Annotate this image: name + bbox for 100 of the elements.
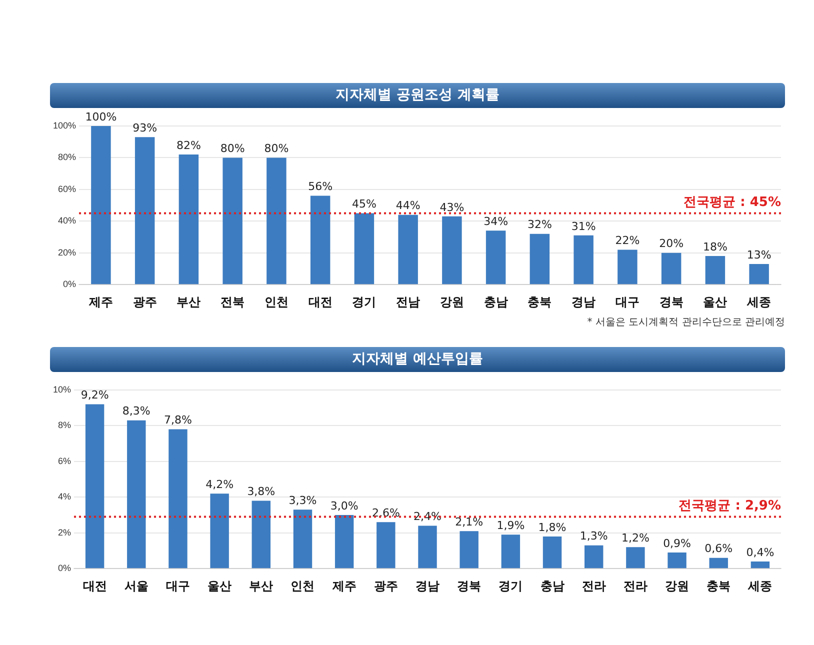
data-label: 44%	[396, 199, 420, 212]
data-label: 0,9%	[663, 536, 692, 550]
x-tick-label: 충남	[540, 579, 564, 594]
x-tick-label: 강원	[665, 579, 690, 594]
x-tick-label: 제주	[88, 295, 113, 310]
x-tick-label: 울산	[703, 295, 728, 310]
bar	[705, 256, 726, 284]
bar	[668, 552, 686, 568]
data-label: 0,4%	[746, 546, 774, 559]
x-tick-label: 제주	[331, 579, 356, 594]
data-label: 34%	[484, 215, 508, 228]
y-tick-label: 8%	[58, 420, 72, 430]
x-tick-label: 울산	[208, 579, 232, 594]
y-tick-label: 60%	[58, 184, 76, 194]
x-tick-label: 세종	[746, 295, 772, 310]
x-tick-label: 경기	[498, 579, 523, 594]
bar	[127, 420, 146, 568]
data-label: 7,8%	[164, 414, 192, 427]
data-label: 9,2%	[80, 388, 109, 402]
x-tick-label: 부산	[176, 295, 201, 310]
x-tick-label: 경기	[352, 295, 376, 310]
y-tick-label: 40%	[58, 216, 76, 226]
x-tick-label: 광주	[132, 295, 157, 310]
x-tick-label: 광주	[374, 579, 398, 594]
x-tick-label: 서울	[124, 579, 148, 594]
bar	[749, 264, 769, 284]
data-label: 20%	[659, 237, 684, 250]
data-label: 82%	[176, 138, 201, 152]
x-tick-label: 충북	[706, 579, 731, 594]
bar	[91, 126, 111, 284]
data-label: 3,3%	[288, 494, 317, 508]
data-label: 18%	[702, 240, 728, 254]
data-label: 32%	[527, 218, 552, 232]
x-tick-label: 전라	[623, 579, 648, 594]
bar	[626, 547, 645, 568]
data-label: 2,6%	[372, 506, 400, 520]
y-tick-label: 20%	[58, 247, 76, 258]
y-tick-label: 0%	[63, 279, 76, 290]
data-label: 100%	[85, 110, 117, 124]
y-tick-label: 0%	[58, 563, 72, 574]
data-label: 45%	[352, 198, 376, 211]
x-tick-label: 대전	[82, 579, 107, 594]
bar	[178, 154, 199, 284]
y-tick-label: 2%	[58, 527, 72, 538]
x-tick-label: 강원	[440, 295, 464, 310]
bar	[310, 196, 330, 284]
data-label: 80%	[220, 142, 245, 156]
x-tick-label: 부산	[249, 579, 274, 594]
bar	[709, 558, 728, 568]
bar	[266, 158, 286, 284]
x-tick-label: 경남	[416, 579, 440, 594]
x-tick-label: 충북	[528, 295, 552, 310]
x-tick-label: 인천	[290, 579, 315, 594]
bar	[530, 234, 550, 284]
data-label: 22%	[615, 234, 640, 248]
data-label: 56%	[308, 180, 333, 194]
bar	[542, 536, 562, 568]
bar	[293, 510, 312, 568]
data-label: 3,0%	[330, 499, 358, 512]
data-label: 8,3%	[122, 404, 150, 418]
data-label: 3,8%	[247, 485, 276, 498]
bar	[418, 526, 437, 568]
data-label: 1,8%	[538, 520, 566, 534]
x-tick-label: 경남	[572, 295, 596, 310]
text: * 서울은 도시계획적 관리수단으로 관리예정	[586, 316, 785, 329]
bar	[584, 545, 604, 568]
data-label: 93%	[132, 121, 158, 134]
x-tick-label: 인천	[264, 295, 288, 310]
data-label: 1,9%	[496, 519, 525, 532]
bar	[252, 500, 271, 568]
bar	[334, 515, 354, 568]
y-tick-label: 10%	[53, 384, 72, 394]
x-tick-label: 대전	[308, 295, 332, 310]
bar	[618, 250, 638, 284]
chart-title: 지자체별 공원조성 계획률	[50, 83, 785, 108]
bar	[574, 235, 594, 284]
x-tick-label: 경북	[659, 295, 684, 310]
data-label: 1,3%	[580, 530, 608, 543]
bar	[168, 429, 188, 568]
x-tick-label: 경북	[457, 579, 482, 594]
bar	[85, 404, 104, 568]
bar	[398, 214, 418, 284]
data-label: 13%	[746, 248, 772, 262]
y-tick-label: 80%	[58, 152, 76, 162]
bar	[376, 522, 396, 568]
y-tick-label: 6%	[58, 456, 72, 466]
data-label: 4,2%	[206, 478, 234, 491]
bar	[501, 534, 520, 568]
ref-line-label: 전국평균 : 45%	[684, 195, 781, 210]
bar	[750, 561, 770, 568]
x-tick-label: 세종	[747, 579, 772, 594]
y-tick-label: 100%	[52, 120, 76, 130]
bar	[661, 252, 682, 284]
bar	[486, 230, 506, 284]
bar	[442, 216, 462, 284]
data-label: 1,2%	[621, 532, 650, 545]
ref-line-label: 전국평균 : 2,9%	[678, 498, 781, 514]
data-label: 31%	[571, 220, 596, 233]
data-label: 0,6%	[704, 542, 733, 556]
y-tick-label: 4%	[58, 492, 72, 502]
